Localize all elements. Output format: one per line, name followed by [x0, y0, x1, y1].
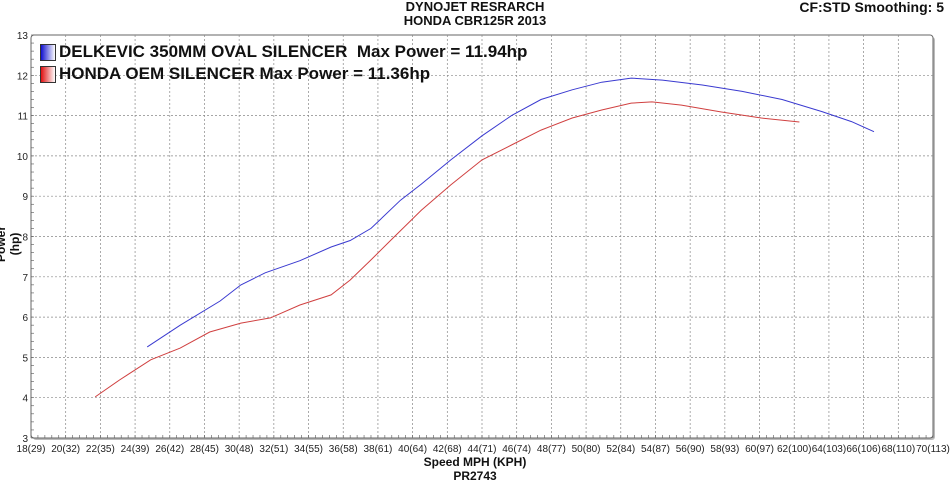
x-tick-label: 64(103) [812, 444, 846, 455]
legend-label: HONDA OEM SILENCER Max Power = 11.36hp [59, 64, 431, 83]
y-tick-label: 10 [17, 152, 29, 163]
series-line-1 [94, 101, 800, 398]
x-tick-label: 42(68) [433, 444, 462, 455]
correction-smoothing-note: CF:STD Smoothing: 5 [799, 0, 944, 15]
x-tick-label: 46(74) [502, 444, 531, 455]
chart-subtitle: HONDA CBR125R 2013 [403, 13, 547, 28]
legend-swatch-red [40, 65, 56, 83]
x-tick-label: 40(64) [398, 444, 427, 455]
x-tick-label: 28(45) [190, 444, 219, 455]
y-tick-label: 12 [17, 71, 29, 82]
x-tick-label: 50(80) [572, 444, 601, 455]
x-tick-label: 62(100) [777, 444, 811, 455]
run-id: PR2743 [453, 469, 497, 483]
x-tick-label: 32(51) [259, 444, 288, 455]
legend-swatch-blue [40, 43, 56, 61]
x-tick-label: 54(87) [641, 444, 670, 455]
legend-entry-honda-oem: HONDA OEM SILENCER Max Power = 11.36hp [40, 64, 430, 84]
x-tick-label: 44(71) [468, 444, 497, 455]
y-tick-label: 13 [17, 31, 29, 42]
x-tick-label: 36(58) [329, 444, 358, 455]
x-tick-label: 70(113) [916, 444, 950, 455]
x-tick-label: 26(42) [155, 444, 184, 455]
x-tick-label: 22(35) [86, 444, 115, 455]
x-tick-label: 30(48) [225, 444, 254, 455]
y-tick-label: 3 [22, 434, 28, 445]
x-tick-label: 58(93) [710, 444, 739, 455]
x-tick-label: 52(84) [606, 444, 635, 455]
x-tick-label: 38(61) [363, 444, 392, 455]
chart-title: DYNOJET RESRARCH [405, 0, 545, 14]
x-tick-label: 48(77) [537, 444, 566, 455]
y-tick-label: 11 [18, 112, 29, 123]
y-tick-label: 4 [22, 394, 28, 405]
x-tick-label: 24(39) [121, 444, 150, 455]
x-tick-label: 56(90) [676, 444, 705, 455]
x-axis-label: Speed MPH (KPH) [423, 455, 527, 469]
x-tick-label: 20(32) [51, 444, 80, 455]
x-tick-label: 68(110) [881, 444, 915, 455]
series-line-0 [146, 77, 875, 348]
legend-label: DELKEVIC 350MM OVAL SILENCER Max Power =… [59, 42, 528, 61]
y-tick-label: 5 [22, 353, 28, 364]
x-tick-label: 60(97) [745, 444, 774, 455]
y-tick-label: 9 [22, 192, 28, 203]
legend-entry-delkevic: DELKEVIC 350MM OVAL SILENCER Max Power =… [40, 42, 527, 62]
x-tick-label: 66(106) [846, 444, 880, 455]
x-tick-label: 18(29) [17, 444, 46, 455]
y-tick-label: 8 [22, 233, 28, 244]
x-tick-label: 34(55) [294, 444, 323, 455]
y-tick-label: 7 [22, 273, 28, 284]
y-tick-label: 6 [22, 313, 28, 324]
